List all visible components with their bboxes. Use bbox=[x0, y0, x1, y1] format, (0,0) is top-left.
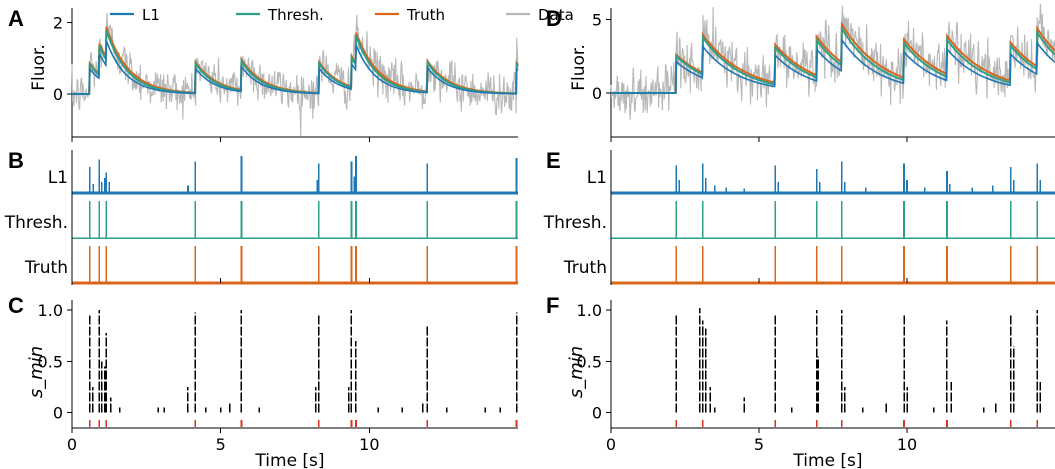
legend-label: Truth bbox=[406, 6, 445, 24]
y-axis-label: Fluor. bbox=[29, 44, 49, 91]
ytick-label: 0.5 bbox=[577, 352, 602, 371]
panel-B: L1 Thresh. Truth bbox=[4, 150, 518, 285]
ytick-label: 0 bbox=[53, 85, 63, 104]
panel-C: 0 0.5 1.0 0 5 10 Time [s] s_min bbox=[26, 300, 518, 469]
panel-E: L1 Thresh. Truth bbox=[543, 150, 1055, 285]
row-label-truth: Truth bbox=[24, 258, 68, 278]
y-axis-label: Fluor. bbox=[569, 44, 589, 91]
xtick-label: 0 bbox=[67, 435, 77, 454]
panel-letter: F bbox=[546, 293, 559, 318]
row-label-l1: L1 bbox=[48, 168, 68, 188]
ytick-label: 1.0 bbox=[38, 301, 63, 320]
y-axis-label: s_min bbox=[26, 346, 47, 398]
xtick-label: 5 bbox=[216, 435, 226, 454]
panel-F: 0 0.5 1.0 0 5 10 Time [s] s_min bbox=[566, 300, 1055, 469]
series-thresh bbox=[611, 24, 1055, 94]
panel-letter: A bbox=[8, 6, 24, 31]
ytick-label: 0 bbox=[592, 84, 602, 103]
x-axis-label: Time [s] bbox=[254, 451, 324, 469]
legend-label: Data bbox=[538, 6, 574, 24]
row-label-truth: Truth bbox=[563, 258, 607, 278]
legend: L1 Thresh. Truth Data bbox=[110, 6, 574, 24]
xtick-label: 5 bbox=[754, 435, 764, 454]
ytick-label: 0.5 bbox=[38, 352, 63, 371]
xtick-label: 10 bbox=[359, 435, 379, 454]
legend-label: Thresh. bbox=[267, 6, 324, 24]
panel-letter: E bbox=[546, 148, 561, 173]
legend-label: L1 bbox=[142, 6, 160, 24]
xtick-label: 0 bbox=[606, 435, 616, 454]
ytick-label: 0 bbox=[53, 404, 63, 423]
ytick-label: 2 bbox=[53, 13, 63, 32]
xtick-label: 10 bbox=[897, 435, 917, 454]
ytick-label: 1.0 bbox=[577, 301, 602, 320]
row-label-thresh: Thresh. bbox=[4, 213, 68, 233]
x-axis-label: Time [s] bbox=[792, 451, 862, 469]
ytick-label: 5 bbox=[592, 11, 602, 30]
panel-letter: B bbox=[8, 148, 24, 173]
series-truth bbox=[611, 20, 1055, 94]
row-label-l1: L1 bbox=[587, 168, 607, 188]
y-axis-label: s_min bbox=[566, 346, 587, 398]
ytick-label: 0 bbox=[592, 404, 602, 423]
panel-letter: D bbox=[546, 6, 562, 31]
series-data bbox=[71, 13, 519, 137]
series-l1 bbox=[72, 40, 519, 95]
series-l1 bbox=[611, 37, 1055, 94]
row-label-thresh: Thresh. bbox=[543, 213, 607, 233]
panel-letter: C bbox=[8, 293, 24, 318]
